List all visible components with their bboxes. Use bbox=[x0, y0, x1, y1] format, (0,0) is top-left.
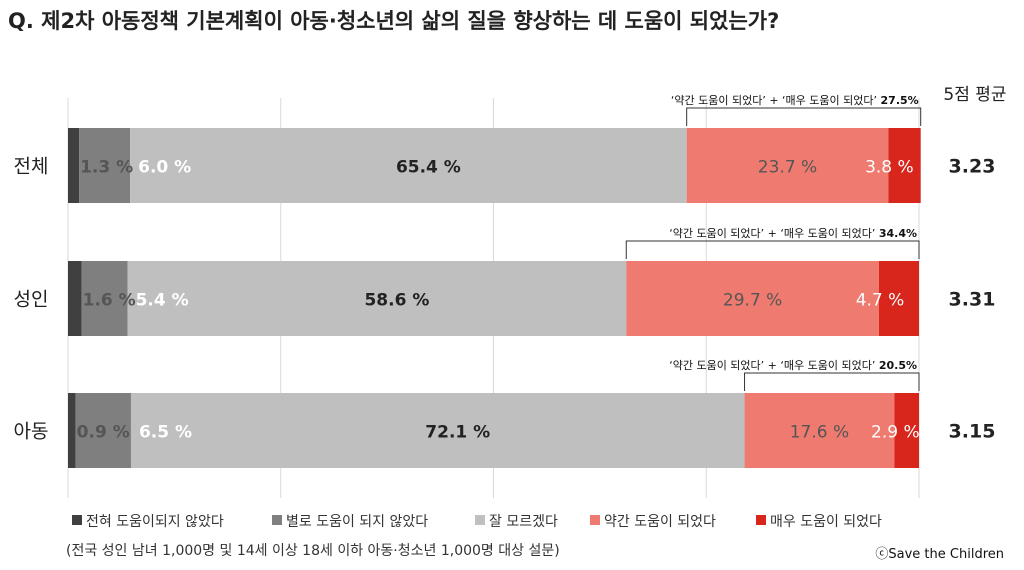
segment-label: 17.6 % bbox=[790, 423, 849, 443]
legend-swatch bbox=[272, 515, 282, 525]
bar-segment bbox=[894, 393, 919, 468]
average-header: 5점 평균 bbox=[943, 85, 1006, 105]
legend-swatch bbox=[590, 515, 600, 525]
chart-title: Q. 제2차 아동정책 기본계획이 아동·청소년의 삶의 질을 향상하는 데 도… bbox=[8, 9, 779, 33]
legend-swatch bbox=[475, 515, 485, 525]
bars bbox=[68, 128, 921, 468]
bar-segment bbox=[130, 128, 687, 203]
category-label: 아동 bbox=[14, 421, 49, 443]
segment-label: 6.0 % bbox=[138, 158, 191, 178]
bar-segment bbox=[68, 128, 80, 203]
average-value: 3.31 bbox=[949, 289, 996, 311]
segment-label: 5.4 % bbox=[136, 291, 189, 311]
category-label: 전체 bbox=[14, 156, 49, 178]
segment-label: 0.9 % bbox=[77, 423, 130, 443]
survey-note: (전국 성인 남녀 1,000명 및 14세 이상 18세 이하 아동·청소년 … bbox=[66, 543, 560, 559]
bracket-label: ‘약간 도움이 되었다’ + ‘매우 도움이 되었다’ 27.5% bbox=[671, 93, 919, 107]
copyright-credit: ⓒSave the Children bbox=[875, 547, 1004, 562]
bar-segment bbox=[130, 393, 745, 468]
bar-labels: 전체 1.3 % 6.0 % 65.4 % 23.7 % 3.8 % 3.23 성인 1.6 %… bbox=[14, 156, 996, 443]
bracket-label: ‘약간 도움이 되었다’ + ‘매우 도움이 되었다’ 20.5% bbox=[669, 358, 917, 372]
legend-swatch bbox=[72, 515, 82, 525]
bar-segment bbox=[127, 261, 627, 336]
bracket-line bbox=[686, 107, 922, 126]
segment-label: 23.7 % bbox=[758, 158, 817, 178]
segment-label: 58.6 % bbox=[364, 291, 429, 311]
segment-label: 1.3 % bbox=[80, 158, 133, 178]
legend-swatch bbox=[756, 515, 766, 525]
average-value: 3.15 bbox=[949, 421, 996, 443]
bar-segment bbox=[744, 393, 895, 468]
bar-segment bbox=[75, 393, 131, 468]
segment-label: 2.9 % bbox=[871, 423, 920, 443]
bar-segment bbox=[68, 261, 82, 336]
brackets: ‘약간 도움이 되었다’ + ‘매우 도움이 되었다’ 27.5% ‘약간 도움이… bbox=[625, 93, 922, 391]
segment-label: 4.7 % bbox=[856, 291, 905, 311]
bar-segment bbox=[68, 393, 76, 468]
average-value: 3.23 bbox=[949, 156, 996, 178]
segment-label: 1.6 % bbox=[83, 291, 136, 311]
category-label: 성인 bbox=[14, 289, 49, 311]
bracket-label: ‘약간 도움이 되었다’ + ‘매우 도움이 되었다’ 34.4% bbox=[669, 226, 917, 240]
segment-label: 65.4 % bbox=[396, 158, 461, 178]
legend-label: 약간 도움이 되었다 bbox=[604, 514, 716, 530]
bracket-line bbox=[625, 240, 920, 259]
legend-label: 매우 도움이 되었다 bbox=[770, 514, 882, 530]
legend-label: 별로 도움이 되지 않았다 bbox=[286, 514, 428, 530]
segment-label: 29.7 % bbox=[723, 291, 782, 311]
bar-segment bbox=[79, 128, 131, 203]
bar-segment bbox=[888, 128, 921, 203]
legend: 전혀 도움이되지 않았다 별로 도움이 되지 않았다 잘 모르겠다 약간 도움이 되었… bbox=[72, 514, 882, 530]
segment-label: 6.5 % bbox=[139, 423, 192, 443]
bar-segment bbox=[626, 261, 880, 336]
bar-segment bbox=[81, 261, 128, 336]
bar-segment bbox=[686, 128, 889, 203]
bracket-line bbox=[744, 372, 920, 391]
segment-label: 72.1 % bbox=[425, 423, 490, 443]
legend-label: 전혀 도움이되지 않았다 bbox=[86, 514, 224, 530]
segment-label: 3.8 % bbox=[865, 158, 914, 178]
legend-label: 잘 모르겠다 bbox=[489, 514, 558, 530]
bar-segment bbox=[879, 261, 919, 336]
